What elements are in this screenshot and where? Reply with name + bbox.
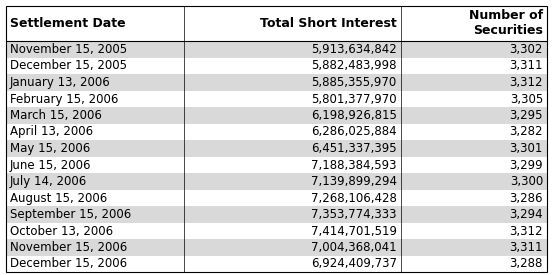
- Text: 5,882,483,998: 5,882,483,998: [311, 59, 397, 73]
- Text: December 15, 2006: December 15, 2006: [10, 257, 127, 271]
- Text: March 15, 2006: March 15, 2006: [10, 109, 102, 122]
- Text: November 15, 2006: November 15, 2006: [10, 241, 127, 254]
- Text: 3,311: 3,311: [509, 241, 543, 254]
- Text: 7,268,106,428: 7,268,106,428: [311, 191, 397, 205]
- Text: 3,305: 3,305: [510, 92, 543, 106]
- Bar: [6, 74, 547, 91]
- Text: 3,312: 3,312: [509, 76, 543, 89]
- Text: June 15, 2006: June 15, 2006: [10, 158, 91, 172]
- Text: 3,294: 3,294: [509, 208, 543, 221]
- Text: August 15, 2006: August 15, 2006: [10, 191, 107, 205]
- Text: 3,300: 3,300: [510, 175, 543, 188]
- Text: April 13, 2006: April 13, 2006: [10, 125, 93, 139]
- Text: November 15, 2005: November 15, 2005: [10, 43, 127, 56]
- Bar: [6, 256, 547, 272]
- Text: 3,288: 3,288: [510, 257, 543, 271]
- Bar: [6, 157, 547, 173]
- Bar: [6, 206, 547, 223]
- Text: 3,301: 3,301: [510, 142, 543, 155]
- Text: 7,188,384,593: 7,188,384,593: [311, 158, 397, 172]
- Text: 5,801,377,970: 5,801,377,970: [311, 92, 397, 106]
- Text: 6,286,025,884: 6,286,025,884: [311, 125, 397, 139]
- Text: December 15, 2005: December 15, 2005: [10, 59, 127, 73]
- Text: 3,295: 3,295: [509, 109, 543, 122]
- Text: September 15, 2006: September 15, 2006: [10, 208, 131, 221]
- Text: 7,139,899,294: 7,139,899,294: [311, 175, 397, 188]
- Text: 6,451,337,395: 6,451,337,395: [311, 142, 397, 155]
- Text: 5,913,634,842: 5,913,634,842: [311, 43, 397, 56]
- Text: Number of
Securities: Number of Securities: [469, 9, 543, 37]
- Bar: [6, 223, 547, 239]
- Text: 3,302: 3,302: [510, 43, 543, 56]
- Bar: [6, 91, 547, 107]
- Text: 5,885,355,970: 5,885,355,970: [311, 76, 397, 89]
- Bar: [6, 173, 547, 190]
- Bar: [6, 190, 547, 206]
- Text: 3,299: 3,299: [509, 158, 543, 172]
- Bar: [6, 124, 547, 140]
- Text: 6,198,926,815: 6,198,926,815: [311, 109, 397, 122]
- Text: 6,924,409,737: 6,924,409,737: [311, 257, 397, 271]
- Bar: [6, 6, 547, 41]
- Text: 7,414,701,519: 7,414,701,519: [311, 224, 397, 238]
- Text: 3,282: 3,282: [509, 125, 543, 139]
- Text: October 13, 2006: October 13, 2006: [10, 224, 113, 238]
- Text: 7,004,368,041: 7,004,368,041: [311, 241, 397, 254]
- Text: July 14, 2006: July 14, 2006: [10, 175, 87, 188]
- Text: January 13, 2006: January 13, 2006: [10, 76, 111, 89]
- Text: 3,286: 3,286: [509, 191, 543, 205]
- Text: Settlement Date: Settlement Date: [10, 17, 126, 30]
- Text: May 15, 2006: May 15, 2006: [10, 142, 90, 155]
- Text: 3,312: 3,312: [509, 224, 543, 238]
- Text: 3,311: 3,311: [509, 59, 543, 73]
- Text: February 15, 2006: February 15, 2006: [10, 92, 118, 106]
- Bar: [6, 58, 547, 74]
- Text: Total Short Interest: Total Short Interest: [260, 17, 397, 30]
- Bar: [6, 239, 547, 256]
- Bar: [6, 41, 547, 58]
- Text: 7,353,774,333: 7,353,774,333: [311, 208, 397, 221]
- Bar: [6, 107, 547, 124]
- Bar: [6, 140, 547, 157]
